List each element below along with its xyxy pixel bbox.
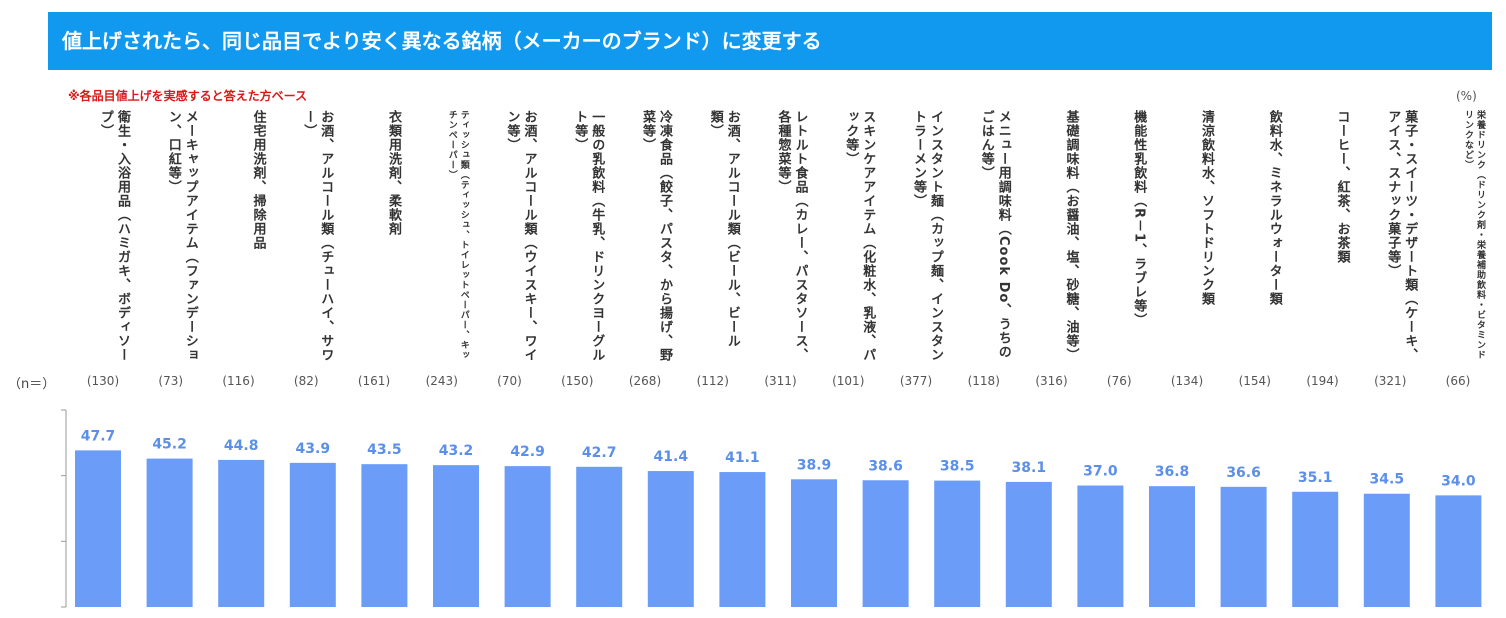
value-label: 34.0 xyxy=(1441,473,1476,489)
n-label: (321) xyxy=(1374,374,1407,388)
bar xyxy=(218,459,265,607)
value-label: 37.0 xyxy=(1083,464,1118,480)
n-label: (311) xyxy=(764,374,797,388)
category-label: 一般の乳飲料（牛乳、ドリンクヨーグルト等） xyxy=(572,110,605,362)
value-label: 43.9 xyxy=(296,441,331,457)
bar xyxy=(1435,495,1482,607)
n-label: (161) xyxy=(357,374,391,388)
value-label: 42.7 xyxy=(582,445,617,461)
category-label: ティッシュ類（ティッシュ、トイレットペーパー、キッチンペーパー） xyxy=(446,110,469,360)
bar xyxy=(1292,491,1339,607)
bar xyxy=(719,472,766,607)
note: ※各品目値上げを実感すると答えた方ベース xyxy=(68,89,308,103)
category-label: 基礎調味料（お醤油、塩、砂糖、油等） xyxy=(1063,110,1079,362)
n-label: (243) xyxy=(425,374,458,388)
bar xyxy=(934,480,981,607)
category-label: 衣類用洗剤、柔軟剤 xyxy=(386,110,401,236)
value-label: 36.8 xyxy=(1155,464,1190,480)
chart-title: 値上げされたら、同じ品目でより安く異なる銘柄（メーカーのブランド）に変更する xyxy=(48,12,1492,70)
category-label: 飲料水、ミネラルウォーター類 xyxy=(1266,110,1282,306)
value-label: 43.2 xyxy=(439,443,474,459)
value-label: 43.5 xyxy=(367,442,402,458)
bar xyxy=(361,464,408,607)
n-label: (150) xyxy=(561,374,594,388)
value-label: 47.7 xyxy=(81,428,116,444)
bar xyxy=(1149,486,1195,607)
n-label: (82) xyxy=(293,374,319,388)
bar xyxy=(862,480,909,607)
n-label: (116) xyxy=(222,374,255,388)
n-label: (66) xyxy=(1445,374,1471,388)
category-label: レトルト食品（カレー、パスタソース、各種惣菜等） xyxy=(775,110,808,362)
category-label: 栄養ドリンク（ドリンク剤・栄養補助飲料・ビタミンドリンクなど） xyxy=(1463,110,1485,360)
value-label: 38.9 xyxy=(797,457,832,473)
value-label: 41.4 xyxy=(654,449,689,465)
bar xyxy=(1363,493,1410,607)
value-label: 38.6 xyxy=(868,458,903,474)
bar xyxy=(146,458,193,607)
n-label: (154) xyxy=(1238,374,1271,388)
category-label: 住宅用洗剤、掃除用品 xyxy=(250,110,266,250)
n-label: (70) xyxy=(497,374,522,388)
n-label: (268) xyxy=(628,374,662,388)
category-label: お酒、アルコール類（ビール、ビール類） xyxy=(707,110,740,348)
category-label: スキンケアアイテム（化粧水、乳液、パック等） xyxy=(843,110,876,362)
n-label: (101) xyxy=(832,374,865,388)
category-label: メーキャップアイテム（ファンデーション、口紅等） xyxy=(165,110,198,362)
n-label: (118) xyxy=(967,374,1000,388)
bar xyxy=(433,465,479,607)
unit-label: (%) xyxy=(1456,89,1477,103)
bar xyxy=(576,466,623,607)
value-label: 41.1 xyxy=(725,450,760,466)
n-header: （n＝） xyxy=(8,377,56,392)
value-label: 34.5 xyxy=(1370,472,1405,488)
bar xyxy=(289,462,336,607)
value-label: 38.1 xyxy=(1012,460,1047,476)
bar xyxy=(1077,485,1124,607)
category-label: お酒、アルコール類（ウイスキー、ワイン等） xyxy=(504,110,537,362)
bar xyxy=(1220,486,1267,607)
value-label: 38.5 xyxy=(940,459,975,475)
bar xyxy=(791,479,837,607)
bar xyxy=(647,471,694,607)
value-label: 36.6 xyxy=(1226,465,1261,481)
value-label: 42.9 xyxy=(510,444,545,460)
n-label: (377) xyxy=(899,374,933,388)
bar xyxy=(504,466,551,607)
value-label: 35.1 xyxy=(1298,470,1333,486)
n-label: (112) xyxy=(696,374,729,388)
category-label: インスタント麺（カップ麺、インスタントラーメン等） xyxy=(911,110,943,362)
category-label: メニュー用調味料（Cook Do、うちのごはん等） xyxy=(978,110,1011,360)
category-label: 清涼飲料水、ソフトドリンク類 xyxy=(1199,110,1214,306)
bar xyxy=(1005,481,1052,607)
category-label: 菓子・スイーツ・デザート類（ケーキ、アイス、スナック菓子等） xyxy=(1385,110,1418,362)
n-label: (194) xyxy=(1306,374,1339,388)
n-label: (134) xyxy=(1170,374,1204,388)
value-label: 45.2 xyxy=(152,437,187,453)
n-label: (73) xyxy=(158,374,184,388)
bar xyxy=(75,450,121,607)
category-label: お酒、アルコール類（チューハイ、サワー） xyxy=(301,110,334,362)
value-label: 44.8 xyxy=(224,438,259,454)
n-label: (316) xyxy=(1035,374,1068,388)
n-label: (76) xyxy=(1106,374,1132,388)
category-label: 機能性乳飲料（R－1、ラブレ等） xyxy=(1131,110,1147,328)
category-label: コーヒー、紅茶、お茶類 xyxy=(1334,110,1350,264)
n-label: (130) xyxy=(86,374,120,388)
category-label: 衛生・入浴用品（ハミガキ、ボディソープ） xyxy=(98,110,130,362)
category-label: 冷凍食品（餃子、パスタ、から揚げ、野菜等） xyxy=(640,110,672,362)
